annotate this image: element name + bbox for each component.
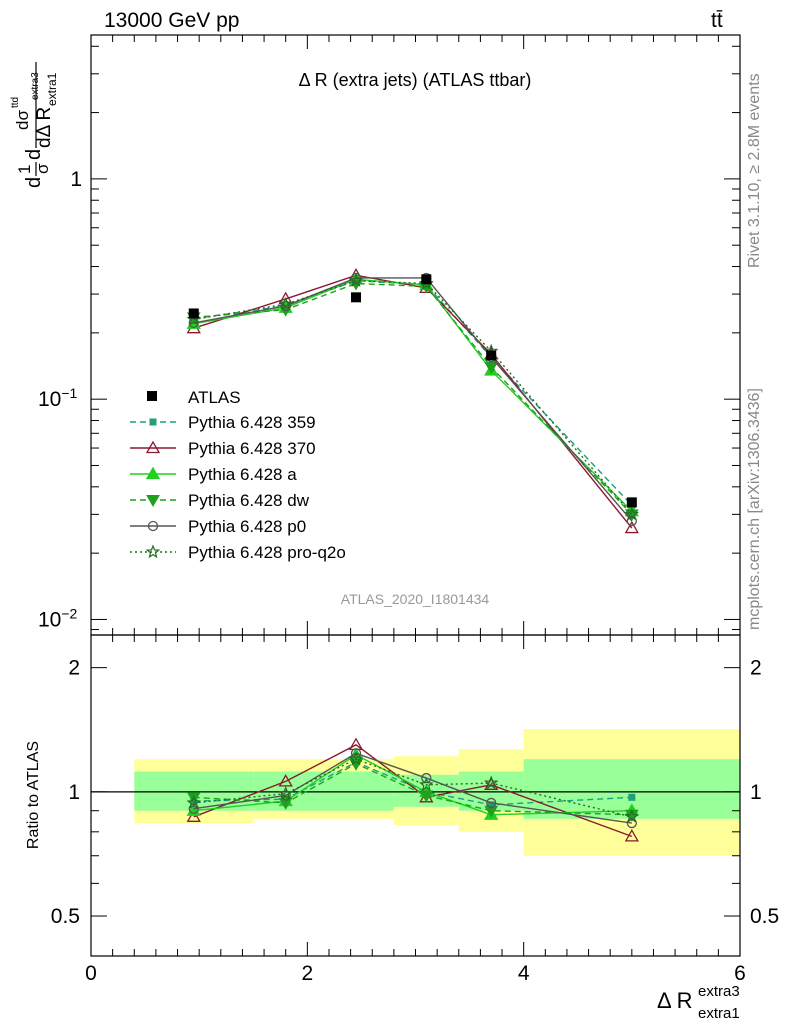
y-axis-label-part: extra1 xyxy=(45,72,59,106)
chart-watermark: ATLAS_2020_I1801434 xyxy=(341,591,490,607)
legend-marker-data xyxy=(147,391,157,401)
ratio-series-line-1 xyxy=(193,744,633,838)
ratio-axis-label: Ratio to ATLAS xyxy=(25,741,42,849)
ratio-y-tick-label-right: 0.5 xyxy=(750,905,779,928)
header-energy: 13000 GeV pp xyxy=(104,9,240,32)
ratio-point-4 xyxy=(486,797,497,809)
ratio-y-tick-label: 1 xyxy=(68,781,80,804)
y-axis-label-part: d xyxy=(23,149,45,160)
ratio-series-line-2 xyxy=(193,753,632,816)
data-point xyxy=(421,274,432,285)
ratio-point-4 xyxy=(188,803,199,814)
legend-marker-3 xyxy=(146,495,160,508)
ratio-series-line-4 xyxy=(193,752,632,824)
x-tick-label: 4 xyxy=(518,962,530,985)
legend-marker-0 xyxy=(149,418,157,426)
ratio-point-5 xyxy=(278,785,293,800)
ratio-y-tick-label-right: 2 xyxy=(750,657,762,680)
data-point xyxy=(486,350,497,361)
series-point-3 xyxy=(484,361,499,374)
ratio-point-5 xyxy=(348,751,364,766)
ratio-point-5 xyxy=(624,809,640,823)
x-tick-label: 0 xyxy=(85,962,97,985)
legend-label-data: ATLAS xyxy=(188,388,241,407)
legend-marker-1 xyxy=(145,440,161,454)
legend-label-4: Pythia 6.428 p0 xyxy=(188,517,306,536)
ratio-point-3 xyxy=(278,797,293,810)
ratio-point-0 xyxy=(487,801,495,809)
ratio-point-1 xyxy=(278,774,293,787)
side-label-mcplots: mcplots.cern.ch [arXiv:1306.3436] xyxy=(746,388,763,630)
ratio-point-4 xyxy=(350,748,362,759)
legend-marker-5 xyxy=(145,544,161,559)
legend-label-5: Pythia 6.428 pro-q2o xyxy=(188,543,346,562)
ratio-point-5 xyxy=(186,795,202,810)
series-line-2 xyxy=(193,278,633,512)
y-tick-label: 10−1 xyxy=(38,385,78,411)
ratio-band-inner xyxy=(253,771,394,811)
ratio-y-tick-label: 2 xyxy=(68,657,80,680)
series-line-3 xyxy=(193,282,633,515)
series-point-5 xyxy=(624,506,640,521)
series-point-4 xyxy=(280,300,291,312)
y-axis-label-part: σ xyxy=(33,163,52,174)
x-axis-label: Δ R xyxy=(657,988,692,1013)
series-point-5 xyxy=(278,296,293,311)
data-point xyxy=(188,308,199,319)
data-point xyxy=(626,497,637,508)
ratio-y-tick-label: 0.5 xyxy=(51,905,80,928)
y-axis-label-part: ttd xyxy=(10,97,21,108)
y-tick-label: 10−2 xyxy=(38,605,78,631)
series-point-1 xyxy=(624,520,639,534)
ratio-point-5 xyxy=(483,775,499,790)
legend-label-1: Pythia 6.428 370 xyxy=(188,439,316,458)
legend-label-3: Pythia 6.428 dw xyxy=(188,491,310,510)
x-axis-label-sub: extra1 xyxy=(698,1005,740,1022)
y-axis-label-part: dΔ R xyxy=(34,107,55,148)
series-point-5 xyxy=(348,273,364,287)
y-axis-label-part: dσ xyxy=(13,110,32,130)
ratio-point-3 xyxy=(419,790,434,803)
legend-label-0: Pythia 6.428 359 xyxy=(188,413,316,432)
y-tick-label: 1 xyxy=(70,168,82,191)
y-axis-label-part: 1 xyxy=(15,165,34,174)
ratio-point-4 xyxy=(421,772,432,784)
y-axis-label-part: d xyxy=(23,177,45,188)
ratio-point-0 xyxy=(628,793,636,801)
side-label-rivet: Rivet 3.1.10, ≥ 2.8M events xyxy=(746,73,763,268)
header-process: tt̄ xyxy=(711,9,723,32)
ratio-point-4 xyxy=(626,817,637,829)
ratio-y-tick-label-right: 1 xyxy=(750,781,762,804)
data-point xyxy=(351,292,362,303)
x-tick-label: 2 xyxy=(301,962,313,985)
series-line-4 xyxy=(193,277,633,522)
ratio-series-line-3 xyxy=(193,762,632,816)
x-axis-label-sup: extra3 xyxy=(698,983,740,1000)
legend-marker-2 xyxy=(145,466,161,480)
ratio-point-1 xyxy=(624,829,639,842)
legend-marker-4 xyxy=(147,520,159,532)
ratio-point-5 xyxy=(419,777,434,792)
x-tick-label: 6 xyxy=(734,962,746,985)
chart-title: Δ R (extra jets) (ATLAS ttbar) xyxy=(299,70,532,90)
legend-label-2: Pythia 6.428 a xyxy=(188,465,297,484)
ratio-point-3 xyxy=(484,805,499,818)
ratio-point-1 xyxy=(186,809,201,822)
ratio-point-4 xyxy=(280,790,291,801)
